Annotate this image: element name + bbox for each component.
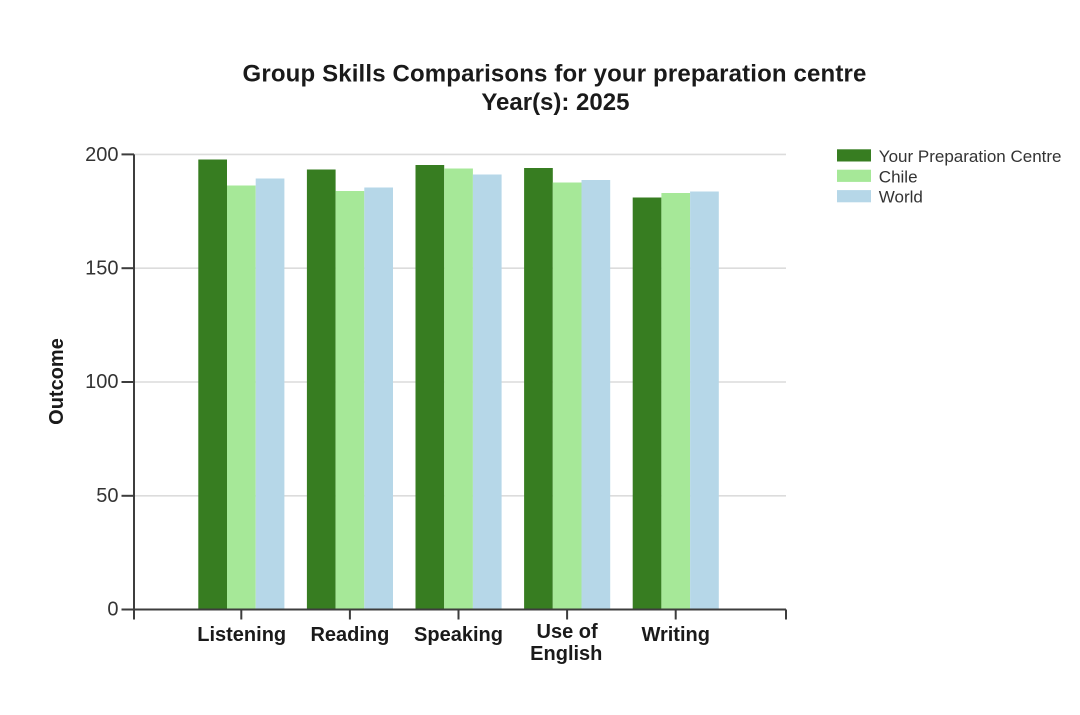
svg-text:200: 200 [85,144,118,166]
svg-text:0: 0 [107,599,118,621]
svg-text:Use of: Use of [537,621,598,643]
svg-text:Your Preparation Centre: Your Preparation Centre [879,147,1062,166]
svg-text:Group Skills Comparisons for y: Group Skills Comparisons for your prepar… [243,61,867,88]
svg-text:Speaking: Speaking [414,624,503,646]
svg-text:World: World [879,188,923,207]
svg-text:Year(s): 2025: Year(s): 2025 [481,89,629,116]
svg-text:100: 100 [85,371,118,393]
svg-text:Listening: Listening [197,624,286,646]
svg-text:Reading: Reading [310,624,389,646]
svg-text:Outcome: Outcome [46,338,68,425]
svg-text:Chile: Chile [879,167,918,186]
svg-text:English: English [530,643,602,665]
svg-text:150: 150 [85,258,118,280]
svg-text:50: 50 [96,485,118,507]
svg-text:Writing: Writing [641,624,710,646]
